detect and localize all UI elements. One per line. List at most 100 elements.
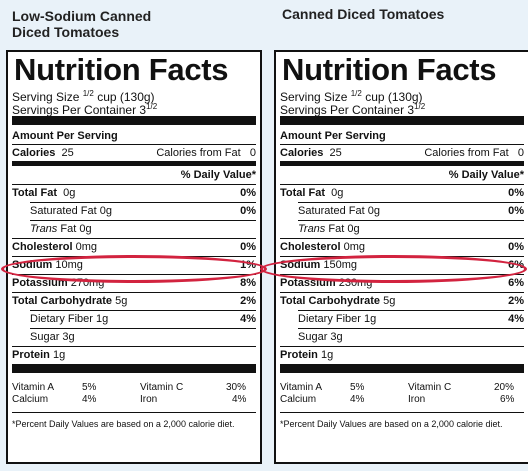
nutrient-row-saturated-fat: Saturated Fat 0g 0% <box>298 203 524 219</box>
divider <box>12 412 256 413</box>
thick-divider <box>12 116 256 125</box>
servings-label: Servings Per Container 3 <box>280 103 415 117</box>
nutrient-amount: Fat 0g <box>328 223 360 235</box>
nutrient-row-trans-fat: Trans Fat 0g <box>298 221 524 237</box>
calories-row: Calories 25 Calories from Fat 0 <box>280 145 524 161</box>
serving-size-label: Serving Size <box>280 90 348 104</box>
nutrient-label: Dietary Fiber <box>298 313 361 325</box>
divider <box>12 292 256 293</box>
nutrient-dv: 8% <box>240 277 256 289</box>
nutrient-dv: 0% <box>508 187 524 199</box>
nutrient-label: Saturated Fat <box>298 205 365 217</box>
divider <box>280 412 524 413</box>
iron-value: 4% <box>232 394 247 405</box>
sodium-highlight-ellipse-left <box>1 255 267 283</box>
nutrient-row-sugar: Sugar 3g <box>298 329 524 345</box>
divider <box>30 328 256 329</box>
medium-divider <box>280 161 524 166</box>
medium-divider <box>12 161 256 166</box>
divider <box>298 310 524 311</box>
servings-label: Servings Per Container 3 <box>12 103 147 117</box>
nutrient-label: Sugar <box>30 331 60 343</box>
nutrient-dv: 4% <box>240 313 256 325</box>
nutrient-amount: 1g <box>320 349 334 361</box>
divider <box>12 184 256 185</box>
nutrient-amount: 3g <box>62 331 75 343</box>
iron-value: 6% <box>500 394 515 405</box>
nutrient-row-total-carbohydrate: Total Carbohydrate 5g 2% <box>280 293 524 309</box>
nutrient-amount: 3g <box>330 331 343 343</box>
nutrient-amount: 1g <box>96 313 109 325</box>
nutrient-row-protein: Protein 1g <box>280 347 524 363</box>
nutrient-row-dietary-fiber: Dietary Fiber 1g 4% <box>30 311 256 327</box>
nutrient-dv: 4% <box>508 313 524 325</box>
nutrition-facts-heading: Nutrition Facts <box>14 52 229 87</box>
vitamin-c-label: Vitamin C <box>408 382 452 393</box>
vitamin-a-label: Vitamin A <box>12 382 55 393</box>
nutrient-label: Total Fat <box>280 187 326 199</box>
nutrient-label: Protein <box>12 349 50 361</box>
title-line-1: Low-Sodium Canned <box>12 8 152 24</box>
serving-size-value: cup (130g) <box>365 90 423 104</box>
divider <box>298 220 524 221</box>
nutrient-amount: 5g <box>383 295 396 307</box>
iron-label: Iron <box>140 394 158 405</box>
nutrient-dv: 0% <box>240 241 256 253</box>
nutrient-dv: 6% <box>508 277 524 289</box>
calcium-label: Calcium <box>280 394 317 405</box>
thick-divider <box>280 364 524 373</box>
divider <box>280 184 524 185</box>
iron-label: Iron <box>408 394 426 405</box>
calories-value: 25 <box>329 147 342 159</box>
nutrient-amount: 1g <box>52 349 66 361</box>
daily-value-header: % Daily Value* <box>280 167 524 183</box>
calories-row: Calories 25 Calories from Fat 0 <box>12 145 256 161</box>
divider <box>30 220 256 221</box>
vitamin-a-value: 5% <box>350 382 365 393</box>
daily-value-header: % Daily Value* <box>12 167 256 183</box>
nutrient-label: Cholesterol <box>280 241 341 253</box>
serving-size-label: Serving Size <box>12 90 80 104</box>
divider <box>30 310 256 311</box>
nutrient-label: Total Carbohydrate <box>280 295 381 307</box>
nutrient-row-dietary-fiber: Dietary Fiber 1g 4% <box>298 311 524 327</box>
nutrition-label-low-sodium: Nutrition Facts Serving Size 1/2 cup (13… <box>6 50 262 464</box>
nutrient-label: Total Fat <box>12 187 58 199</box>
thick-divider <box>280 116 524 125</box>
calories-label: Calories <box>280 147 324 159</box>
divider <box>280 346 524 347</box>
serving-size-fraction: 1/2 <box>82 89 94 98</box>
nutrient-label: Saturated Fat <box>30 205 97 217</box>
nutrient-amount: 0mg <box>343 241 365 253</box>
nutrient-row-sugar: Sugar 3g <box>30 329 256 345</box>
divider <box>12 346 256 347</box>
vitamin-c-value: 20% <box>494 382 515 393</box>
vitamin-a-label: Vitamin A <box>280 382 323 393</box>
nutrient-amount: 0mg <box>75 241 97 253</box>
nutrient-amount: 5g <box>115 295 128 307</box>
calories-fat-value: 0 <box>249 147 256 159</box>
serving-size-value: cup (130g) <box>97 90 155 104</box>
amount-per-serving: Amount Per Serving <box>280 128 524 144</box>
footnote: *Percent Daily Values are based on a 2,0… <box>12 419 235 429</box>
nutrient-dv: 2% <box>508 295 524 307</box>
calcium-label: Calcium <box>12 394 49 405</box>
divider <box>280 144 524 145</box>
footnote: *Percent Daily Values are based on a 2,0… <box>280 419 503 429</box>
nutrient-amount: 0g <box>63 187 76 199</box>
vitamin-c-value: 30% <box>226 382 247 393</box>
nutrient-amount: 0g <box>331 187 344 199</box>
divider <box>298 328 524 329</box>
servings-per-container: Servings Per Container 31/2 <box>280 100 425 117</box>
nutrient-row-protein: Protein 1g <box>12 347 256 363</box>
daily-value-header-label: % Daily Value* <box>180 169 256 181</box>
serving-size: Serving Size 1/2 cup (130g) <box>280 87 423 104</box>
vitamin-c-label: Vitamin C <box>140 382 184 393</box>
nutrient-dv: 0% <box>240 205 256 217</box>
nutrient-row-total-fat: Total Fat 0g 0% <box>12 185 256 201</box>
divider <box>30 202 256 203</box>
nutrient-row-total-carbohydrate: Total Carbohydrate 5g 2% <box>12 293 256 309</box>
calories-label: Calories <box>12 147 56 159</box>
serving-size-fraction: 1/2 <box>350 89 362 98</box>
thick-divider <box>12 364 256 373</box>
